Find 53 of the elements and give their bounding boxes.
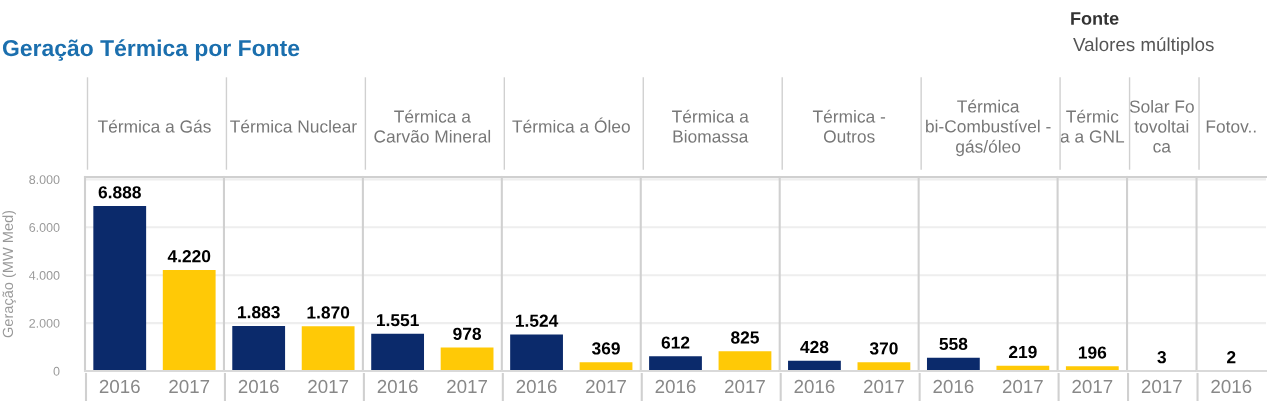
chart-title: Fotov.. [1206, 120, 1256, 133]
chart-title: Térmica a Carvão Mineral [374, 109, 491, 143]
x-tick-label: 2016 [1211, 379, 1252, 394]
x-tick-label: 2017 [169, 379, 210, 394]
y-tick-label: 2.000 [29, 318, 60, 328]
data-label: 428 [800, 340, 829, 354]
text: Fonte [1071, 12, 1119, 25]
chart-title: Térmica Nuclear [230, 119, 357, 133]
data-label: 1.551 [376, 314, 419, 327]
data-label: 1.883 [238, 306, 280, 319]
x-tick-label: 2016 [238, 379, 279, 394]
text: Valores múltiplos [1073, 37, 1214, 55]
data-label: 3 [1157, 351, 1166, 364]
data-label: 1.870 [307, 306, 350, 319]
chart-title: Térmic a a GNL [1060, 109, 1125, 143]
x-tick-label: 2016 [516, 379, 557, 394]
data-label: 1.524 [515, 314, 559, 327]
y-tick-label: 6.000 [29, 223, 60, 232]
data-label: 825 [731, 331, 759, 344]
x-tick-label: 2016 [655, 379, 696, 394]
data-label: 219 [1008, 345, 1037, 359]
chart-title: Térmica a Biomassa [672, 109, 749, 143]
x-tick-label: 2017 [1072, 379, 1113, 394]
x-tick-label: 2017 [1002, 379, 1043, 394]
data-label: 6.888 [98, 186, 141, 199]
text: Geração Térmica por Fonte [2, 39, 300, 61]
chart-title: Térmica a Óleo [512, 117, 630, 133]
x-tick-label: 2017 [308, 379, 349, 394]
data-label: 4.220 [167, 250, 211, 263]
x-tick-label: 2017 [725, 379, 765, 394]
data-label: 2 [1227, 351, 1236, 364]
x-tick-label: 2017 [864, 379, 904, 394]
y-tick-label: 0 [53, 366, 60, 376]
chart-title: Térmica bi-Combustível - gás/óleo [926, 99, 1051, 157]
x-tick-label: 2017 [586, 379, 626, 394]
data-label: 558 [939, 337, 968, 351]
y-axis-title: Geração (MW Med) [2, 210, 16, 338]
y-tick-label: 8.000 [29, 175, 60, 185]
data-label: 612 [661, 336, 690, 349]
chart-title: Térmica - Outros [812, 109, 886, 143]
chart-title: Térmica a Gás [97, 119, 211, 133]
x-tick-label: 2017 [447, 379, 487, 394]
y-tick-label: 4.000 [29, 271, 60, 280]
data-label: 370 [869, 342, 898, 355]
data-label: 196 [1078, 346, 1107, 359]
x-tick-label: 2016 [377, 379, 418, 394]
x-tick-label: 2016 [933, 379, 974, 394]
chart-title: Solar Fo tovoltai ca [1129, 99, 1194, 153]
data-label: 978 [453, 327, 482, 340]
x-tick-label: 2016 [794, 379, 835, 394]
x-tick-label: 2017 [1141, 379, 1182, 394]
x-tick-label: 2016 [99, 379, 140, 394]
data-label: 369 [591, 342, 620, 355]
